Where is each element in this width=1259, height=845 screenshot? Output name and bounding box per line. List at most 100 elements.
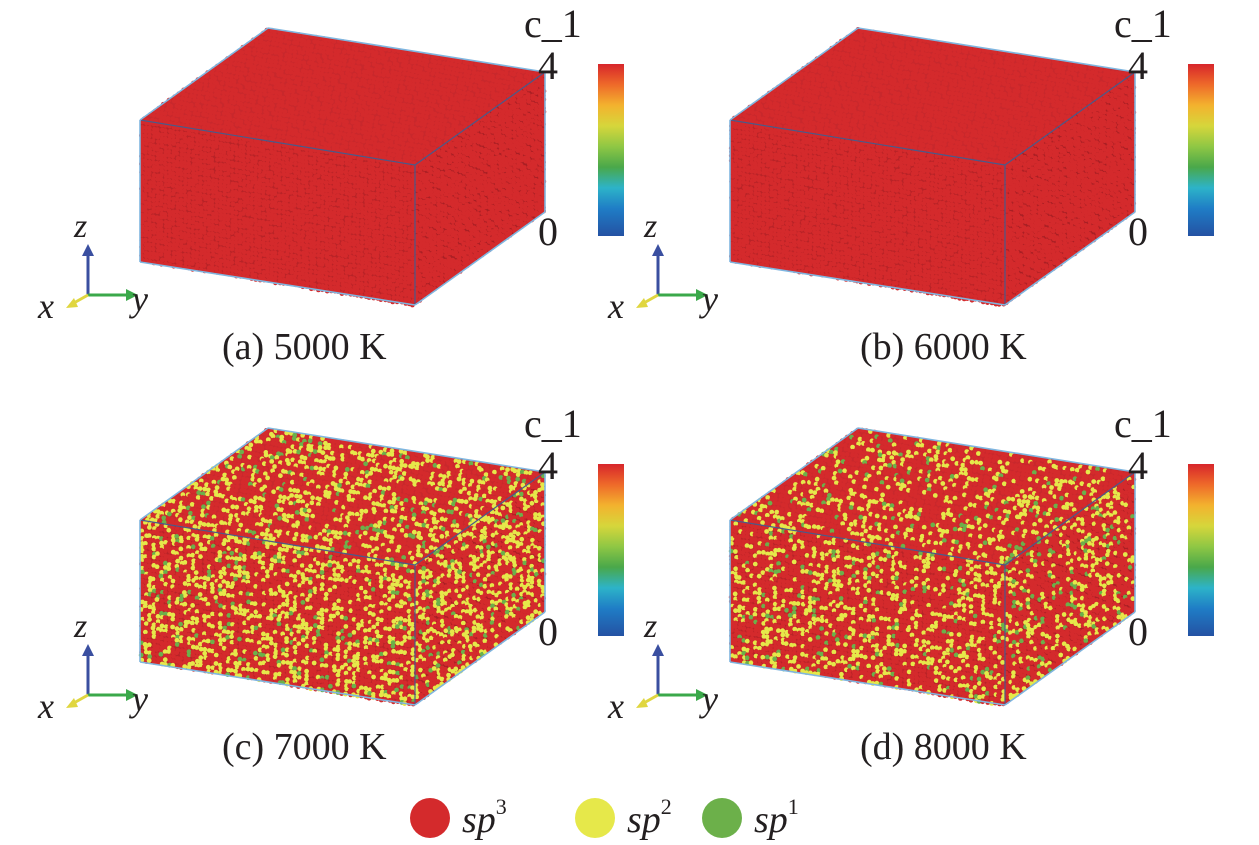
atom [178,156,184,162]
atom [288,232,294,238]
atom [225,187,231,193]
atom [147,221,152,227]
atom [281,226,287,231]
atom [307,73,313,78]
atom [249,268,255,273]
atom [213,227,219,233]
atom [362,164,368,169]
atom [383,167,389,173]
atom [311,186,317,191]
atom [409,189,415,195]
atom [214,194,220,200]
atom [256,226,262,232]
atom [273,272,278,277]
atom [352,107,357,112]
atom [143,179,148,185]
atom [155,155,161,161]
atom [343,177,348,183]
atom [303,86,309,91]
atom [304,64,310,70]
atom [398,233,403,239]
atom [272,209,278,214]
atom [186,232,191,238]
atom [277,196,282,202]
atom [297,76,303,82]
atom [281,180,287,186]
atom [194,154,200,160]
atom [246,85,252,91]
atom [245,233,251,238]
atom [303,73,308,78]
atom [209,169,215,175]
atom [186,223,192,229]
atom [245,245,250,251]
atom [190,261,195,266]
atom [378,280,384,285]
atom [398,171,404,177]
atom [378,204,384,210]
atom [398,162,404,168]
atom [394,118,400,123]
atom [284,185,290,191]
atom [221,224,227,230]
atom [203,234,208,240]
atom [290,88,296,94]
atom [319,183,325,189]
atom [280,78,286,83]
atom [183,214,189,220]
atom [381,125,386,130]
atom [383,180,388,185]
atom [230,192,236,198]
atom [248,258,254,264]
atom [214,219,219,225]
atom [147,251,153,256]
atom [286,40,292,45]
atom [158,172,164,178]
atom [388,108,393,114]
atom [363,281,369,287]
atom [296,245,301,251]
atom [398,204,404,210]
atom [209,185,215,190]
atom [402,233,408,239]
atom [324,208,329,214]
atom [147,225,153,231]
atom [339,169,345,175]
atom [371,131,376,137]
atom [206,244,212,249]
atom [217,182,223,188]
atom [203,100,208,105]
atom [335,193,341,199]
atom [355,230,360,236]
atom [355,171,360,177]
atom [186,152,192,158]
atom [370,166,376,172]
atom [162,198,168,204]
atom [311,244,317,250]
atom [331,243,337,249]
atom [215,236,220,242]
atom [217,228,223,234]
atom [230,209,235,215]
atom [375,195,381,201]
atom [150,242,156,248]
atom [332,285,338,290]
atom [439,276,444,282]
atom [398,97,404,103]
atom [303,209,309,215]
atom [452,62,458,68]
atom [193,175,199,180]
atom [398,262,404,267]
atom [355,234,361,240]
atom [233,222,239,228]
atom [303,180,309,186]
atom [245,146,251,152]
atom [323,284,329,290]
atom [194,166,199,172]
atom [296,209,301,214]
atom [268,220,274,226]
atom [199,250,204,256]
atom [300,137,306,142]
atom [143,129,149,135]
atom [188,88,194,94]
